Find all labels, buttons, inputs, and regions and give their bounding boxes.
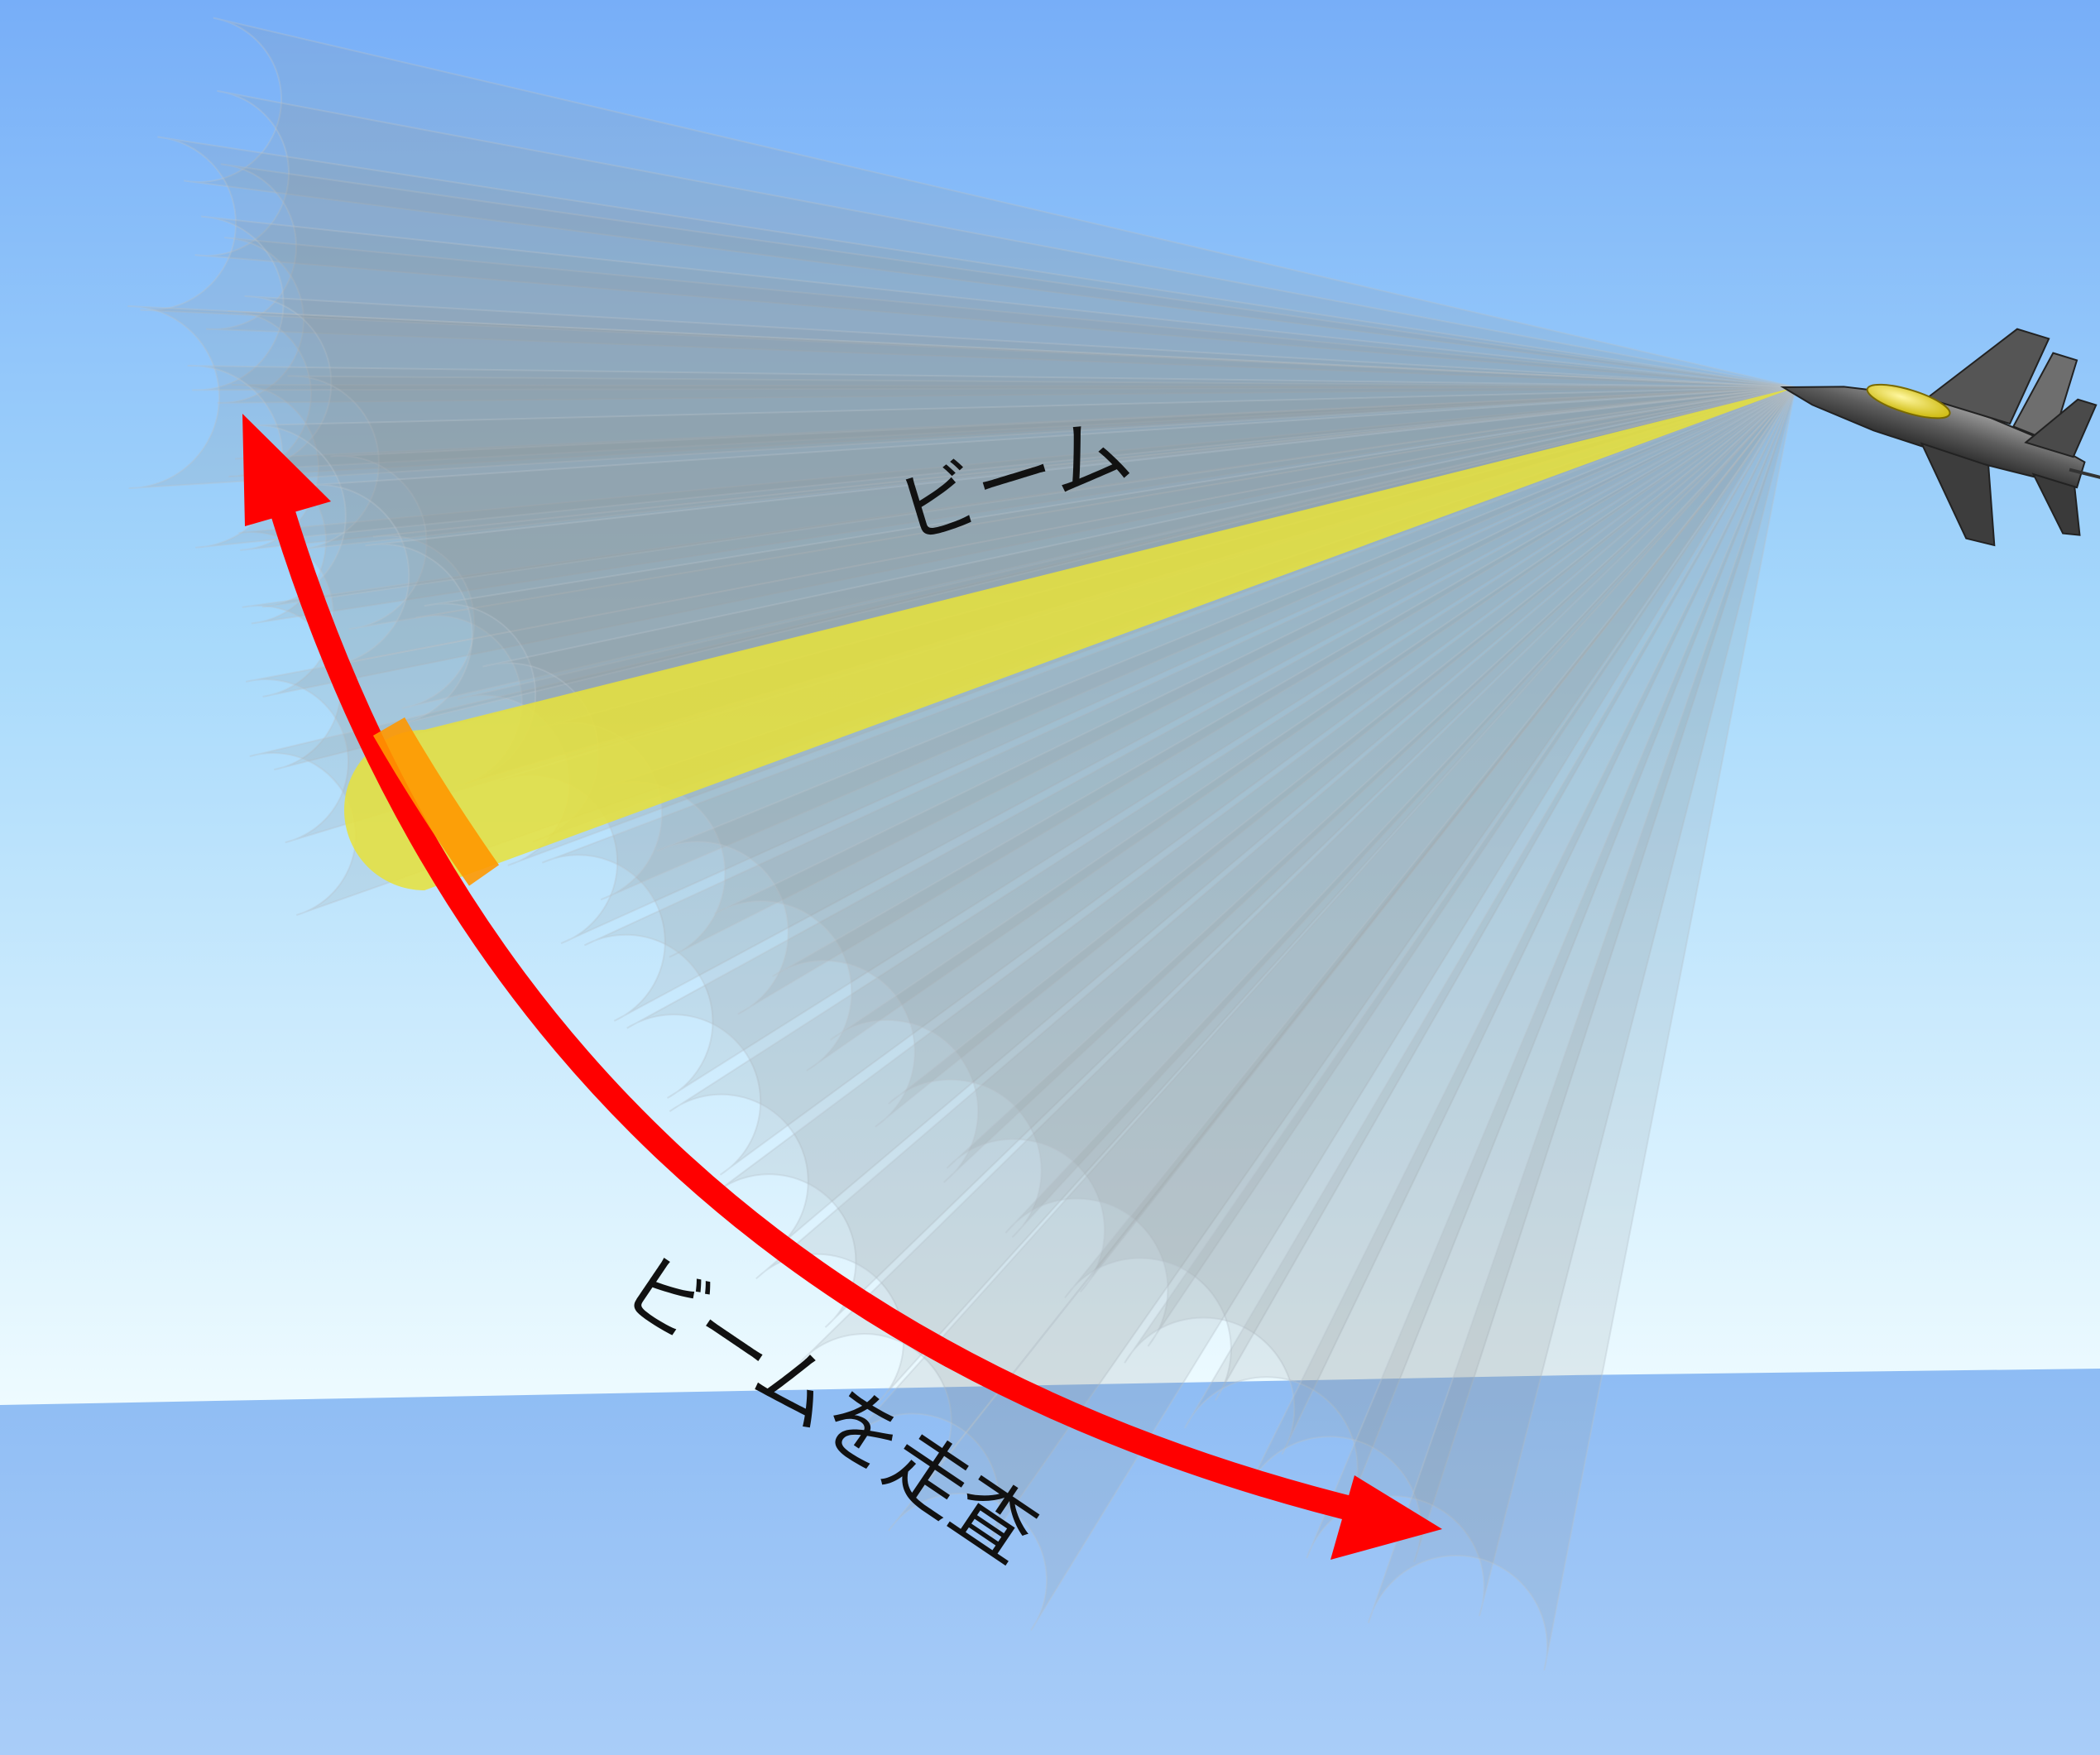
active-beam	[344, 387, 1796, 890]
beam-position	[1184, 386, 1796, 1509]
beam-position	[372, 386, 1796, 709]
beam-position	[365, 386, 1796, 726]
beam-position	[192, 215, 1796, 391]
beam-position	[772, 386, 1796, 1128]
beam-position	[206, 163, 1796, 388]
beam-position	[184, 17, 1796, 388]
beam-position	[669, 386, 1796, 1252]
beam-position	[798, 386, 1796, 1480]
fighter-jet-icon	[1780, 328, 2100, 547]
beam-position	[330, 386, 1796, 631]
beam-position	[1124, 386, 1796, 1455]
arrow-beam-overlap	[372, 717, 500, 886]
beam-position	[1004, 386, 1796, 1347]
beam-position	[217, 237, 1796, 404]
beam-position	[888, 386, 1796, 1631]
beam-position	[140, 136, 1796, 388]
scan-direction-arrow	[242, 414, 1442, 1560]
beam-position	[714, 386, 1796, 1072]
beam-position	[187, 364, 1796, 549]
beam-position	[583, 386, 1796, 1099]
beam-position	[231, 384, 1796, 551]
beam-position	[1064, 386, 1796, 1401]
beam-position	[888, 386, 1796, 1239]
beam-position	[1306, 386, 1796, 1617]
beam-position	[287, 375, 1796, 551]
beam-position	[656, 386, 1796, 1015]
beam-position	[194, 89, 1796, 388]
sea-surface	[0, 1369, 2100, 1755]
beam-position	[541, 386, 1796, 1022]
beam-position	[946, 386, 1796, 1293]
beam-position	[843, 386, 1796, 1556]
beam-position	[626, 386, 1796, 1176]
beam-position	[1367, 386, 1796, 1671]
beam-position	[238, 386, 1796, 698]
beam-position	[306, 386, 1796, 667]
beam-position	[829, 386, 1796, 1183]
beam-position	[127, 305, 1796, 489]
